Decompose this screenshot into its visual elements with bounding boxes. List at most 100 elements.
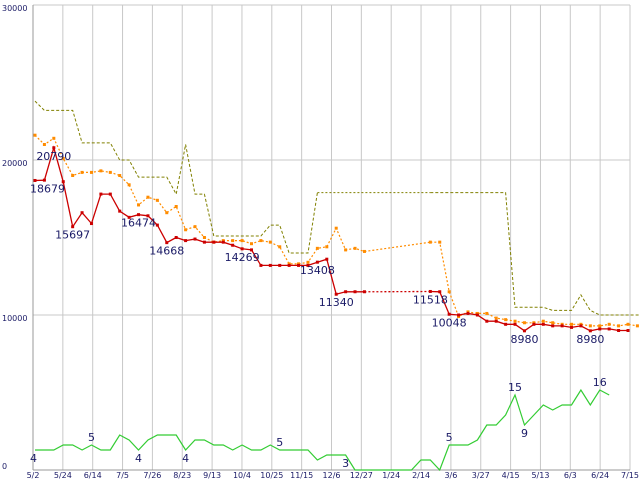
annotation-layer: 20790 18679 15697 16474 14668 14269 13408 11340… bbox=[30, 150, 607, 470]
data-point-average bbox=[137, 203, 141, 207]
data-point-price bbox=[240, 247, 244, 251]
x-axis: 5/2 5/24 6/14 7/5 7/26 8/23 9/13 10/4 10/25 11/15… bbox=[27, 471, 639, 480]
x-tick-label: 11/15 bbox=[290, 471, 313, 480]
data-point-price bbox=[127, 215, 131, 219]
data-point-average bbox=[99, 169, 103, 173]
data-point-average bbox=[155, 198, 159, 202]
data-point-average bbox=[485, 311, 489, 315]
data-point-price bbox=[146, 214, 150, 218]
data-point-average bbox=[362, 249, 366, 253]
data-point-price bbox=[457, 313, 461, 317]
data-point-average bbox=[438, 240, 442, 244]
data-point-price bbox=[522, 329, 526, 333]
data-point-price bbox=[193, 237, 197, 241]
data-label-count: 16 bbox=[593, 376, 607, 389]
x-tick-label: 3/27 bbox=[472, 471, 490, 480]
data-point-average bbox=[297, 262, 301, 266]
data-point-price bbox=[306, 263, 310, 267]
data-point-average bbox=[428, 240, 432, 244]
data-point-average bbox=[108, 170, 112, 174]
data-point-average bbox=[259, 239, 263, 243]
data-point-price bbox=[532, 322, 536, 326]
data-point-price bbox=[61, 180, 65, 184]
data-point-average bbox=[447, 290, 451, 294]
data-point-price bbox=[541, 322, 545, 326]
x-tick-label: 3/6 bbox=[444, 471, 457, 480]
x-tick-label: 2/14 bbox=[412, 471, 430, 480]
x-tick-label: 5/13 bbox=[531, 471, 549, 480]
series-line-average bbox=[34, 134, 365, 265]
data-point-price bbox=[447, 312, 451, 316]
data-label-price: 13408 bbox=[300, 264, 335, 277]
x-tick-label: 7/26 bbox=[143, 471, 161, 480]
data-point-price bbox=[588, 329, 592, 333]
data-point-price bbox=[551, 324, 555, 328]
data-point-price bbox=[626, 329, 630, 332]
data-point-average bbox=[165, 211, 169, 215]
series-line-high bbox=[430, 192, 640, 316]
data-label-count: 4 bbox=[135, 452, 142, 465]
data-point-price bbox=[33, 178, 37, 182]
data-point-price bbox=[617, 329, 621, 332]
data-point-price bbox=[221, 240, 225, 244]
data-point-price bbox=[80, 211, 84, 215]
data-point-price bbox=[344, 290, 348, 294]
x-tick-label: 1/24 bbox=[382, 471, 400, 480]
data-point-price bbox=[155, 223, 159, 227]
x-tick-label: 5/2 bbox=[27, 471, 40, 480]
data-point-average bbox=[522, 321, 526, 325]
data-point-average bbox=[268, 240, 272, 244]
data-point-price bbox=[42, 178, 46, 182]
data-label-count: 5 bbox=[446, 431, 453, 444]
data-point-price bbox=[202, 240, 206, 244]
data-point-price bbox=[174, 236, 178, 239]
data-point-average bbox=[89, 170, 93, 174]
data-point-price bbox=[108, 192, 112, 196]
data-point-price bbox=[99, 192, 103, 196]
data-point-average bbox=[184, 228, 188, 232]
data-point-average bbox=[541, 319, 545, 323]
data-point-average bbox=[504, 318, 508, 322]
x-tick-label: 5/24 bbox=[54, 471, 72, 480]
data-point-average bbox=[80, 170, 84, 174]
data-point-price bbox=[259, 263, 263, 267]
data-point-average bbox=[626, 322, 630, 326]
data-point-average bbox=[353, 246, 357, 250]
data-point-average bbox=[52, 136, 56, 140]
data-point-average bbox=[551, 321, 555, 325]
data-point-price bbox=[353, 290, 357, 294]
series-line-price bbox=[34, 145, 365, 295]
data-point-price bbox=[89, 222, 93, 226]
data-point-price bbox=[71, 225, 75, 229]
data-point-price bbox=[231, 243, 235, 247]
data-point-price bbox=[438, 290, 442, 294]
x-tick-label: 6/14 bbox=[84, 471, 102, 480]
data-point-price bbox=[494, 319, 498, 323]
data-label-price: 11340 bbox=[319, 296, 354, 309]
data-point-average bbox=[221, 239, 225, 243]
data-label-count: 5 bbox=[88, 431, 95, 444]
data-label-count: 9 bbox=[521, 427, 528, 440]
data-label-price: 20790 bbox=[36, 150, 71, 163]
data-point-price bbox=[212, 240, 216, 244]
grid-lines bbox=[32, 4, 631, 471]
data-point-price bbox=[287, 263, 291, 267]
data-point-price bbox=[466, 311, 470, 315]
data-point-average bbox=[287, 262, 291, 266]
data-point-price bbox=[560, 324, 564, 328]
data-point-average bbox=[532, 321, 536, 325]
series-line-average bbox=[364, 241, 431, 253]
x-tick-label: 4/15 bbox=[502, 471, 520, 480]
data-point-average bbox=[231, 239, 235, 243]
data-label-price: 15697 bbox=[55, 229, 90, 242]
data-label-price: 8980 bbox=[576, 333, 604, 346]
data-label-price: 14668 bbox=[149, 245, 184, 258]
data-label-count: 4 bbox=[30, 452, 37, 465]
data-point-average bbox=[513, 319, 517, 323]
x-tick-label: 9/13 bbox=[203, 471, 221, 480]
data-point-average bbox=[560, 322, 564, 326]
data-point-price bbox=[118, 209, 122, 213]
data-point-price bbox=[184, 239, 188, 243]
x-tick-label: 12/27 bbox=[350, 471, 373, 480]
